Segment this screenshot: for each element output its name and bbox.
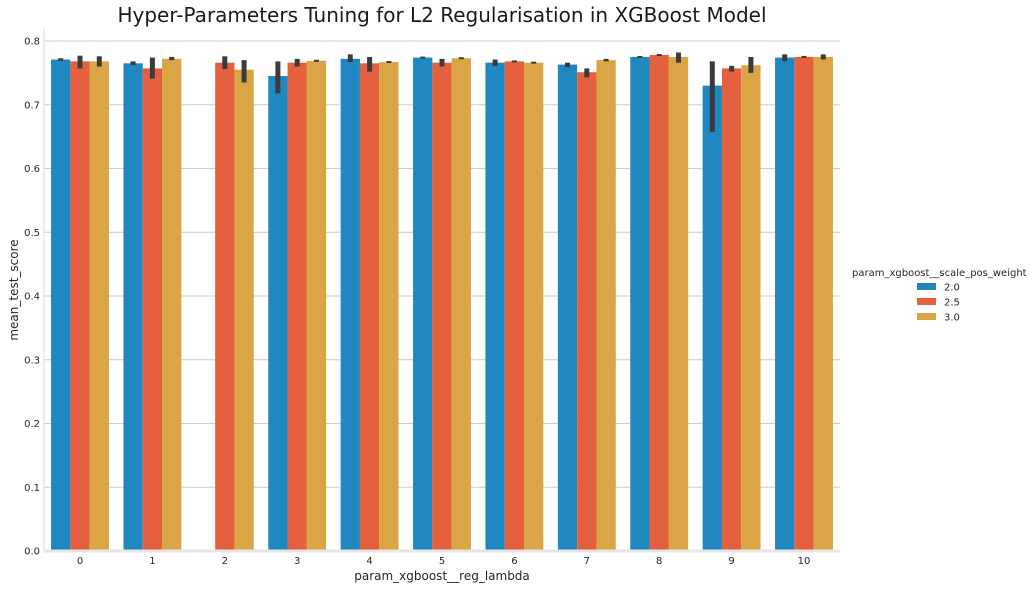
legend-swatch [917, 298, 936, 305]
bar [413, 57, 433, 551]
bar [649, 55, 669, 552]
legend-swatch [917, 313, 936, 320]
bar [504, 61, 525, 552]
bar [557, 64, 578, 552]
y-tick-label: 0.3 [24, 355, 40, 366]
x-tick-label: 10 [798, 556, 811, 567]
y-tick-label: 0.8 [24, 37, 40, 48]
bar [721, 68, 742, 551]
x-tick-label: 8 [656, 556, 662, 567]
bar [524, 62, 544, 552]
bar [813, 56, 833, 551]
x-tick-label: 3 [294, 556, 300, 567]
bar [340, 58, 360, 551]
bar [451, 58, 471, 552]
axes [43, 28, 840, 553]
y-tick-label: 0.7 [24, 100, 40, 111]
bar [741, 65, 761, 551]
x-axis-label: param_xgboost__reg_lambda [354, 569, 530, 583]
bar [577, 72, 597, 552]
x-tick-label: 2 [222, 556, 228, 567]
bar [89, 61, 109, 552]
x-tick-label: 5 [439, 556, 445, 567]
bar [596, 60, 616, 551]
bar [268, 76, 288, 551]
bar [123, 63, 143, 551]
bar [287, 62, 307, 552]
bar [775, 57, 795, 551]
y-tick-label: 0.2 [24, 419, 40, 430]
bar [70, 61, 90, 552]
x-tick-label: 4 [366, 556, 372, 567]
legend: param_xgboost__scale_pos_weight 2.0 2.5 3.… [852, 268, 1027, 324]
bar [794, 56, 814, 551]
bar [215, 62, 235, 552]
y-tick-label: 0.5 [24, 228, 40, 239]
legend-label: 2.5 [944, 298, 960, 309]
y-tick-label: 0.1 [24, 483, 40, 494]
bar [379, 62, 399, 551]
chart-title: Hyper-Parameters Tuning for L2 Regularis… [117, 3, 766, 27]
error-bars-group [58, 52, 826, 133]
bar [51, 59, 71, 552]
x-tick-labels: 0 1 2 3 4 5 6 7 8 9 10 [77, 556, 811, 567]
bar [234, 69, 254, 551]
bar [142, 68, 163, 551]
x-tick-label: 7 [584, 556, 590, 567]
y-tick-label: 0.0 [24, 547, 40, 558]
x-tick-label: 0 [77, 556, 83, 567]
y-tick-label: 0.6 [24, 164, 40, 175]
bar [359, 63, 380, 551]
bar [630, 56, 650, 551]
bar [306, 60, 327, 551]
bar [432, 62, 452, 552]
legend-swatch [917, 283, 936, 290]
legend-label: 2.0 [944, 283, 960, 294]
bar [162, 58, 182, 551]
y-tick-label: 0.4 [24, 292, 40, 303]
bars-group [51, 55, 833, 552]
x-tick-label: 6 [511, 556, 517, 567]
legend-label: 3.0 [944, 313, 960, 324]
x-tick-label: 9 [728, 556, 734, 567]
legend-title: param_xgboost__scale_pos_weight [852, 268, 1027, 279]
x-tick-label: 1 [149, 556, 155, 567]
y-tick-labels: 0.0 0.1 0.2 0.3 0.4 0.5 0.6 0.7 0.8 [24, 37, 40, 558]
bar [485, 62, 505, 552]
y-axis-label: mean_test_score [7, 239, 21, 340]
bar [702, 85, 722, 551]
bar [668, 56, 689, 551]
